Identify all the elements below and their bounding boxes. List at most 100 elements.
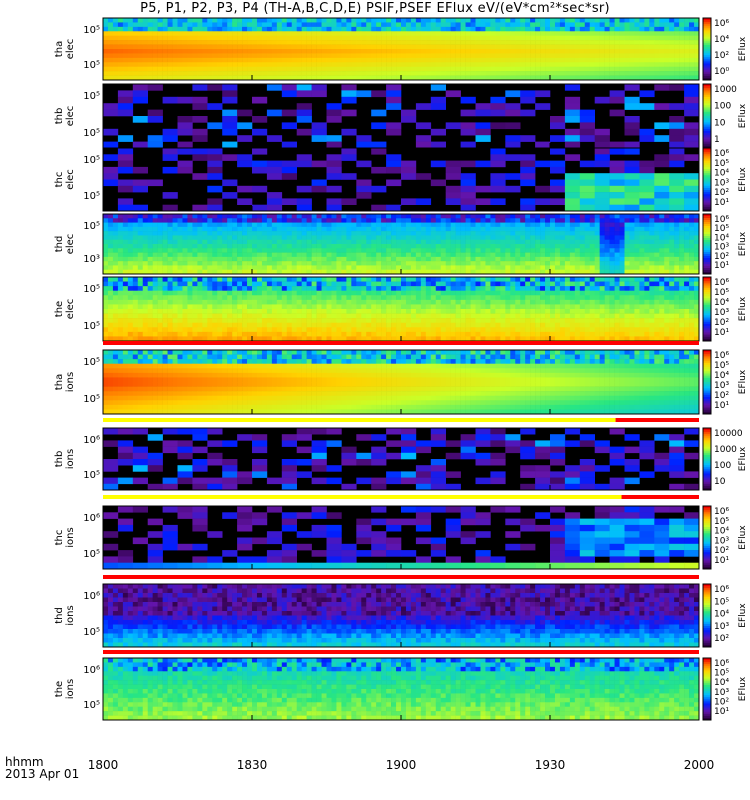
spectrogram-cell: [639, 299, 645, 305]
spectrogram-cell: [177, 40, 183, 45]
spectrogram-cell: [584, 252, 591, 258]
spectrogram-cell: [440, 231, 446, 236]
spectrogram-cell: [569, 235, 576, 241]
spectrogram-cell: [679, 218, 685, 223]
spectrogram-cell: [420, 295, 427, 301]
spectrogram-cell: [321, 214, 327, 219]
spectrogram-cell: [182, 281, 188, 287]
spectrogram-cell: [405, 22, 412, 28]
colorbar-segment: [703, 228, 711, 231]
y-axis-label: thb: [54, 108, 65, 125]
spectrogram-cell: [117, 90, 134, 98]
spectrogram-cell: [311, 135, 327, 142]
spectrogram-cell: [386, 295, 392, 301]
spectrogram-cell: [550, 222, 556, 228]
spectrogram-cell: [197, 49, 203, 54]
spectrogram-cell: [594, 198, 610, 205]
y-axis-label: elec: [65, 169, 76, 190]
spectrogram-cell: [311, 62, 317, 68]
spectrogram-cell: [455, 44, 461, 50]
spectrogram-cell: [306, 66, 312, 72]
spectrogram-cell: [624, 299, 630, 305]
colorbar-segment: [703, 224, 711, 227]
spectrogram-cell: [247, 214, 253, 219]
spectrogram-cell: [500, 256, 506, 262]
spectrogram-cell: [450, 309, 456, 314]
colorbar-segment: [703, 113, 711, 117]
spectrogram-cell: [132, 309, 139, 314]
spectrogram-cell: [490, 309, 496, 314]
spectrogram-cell: [152, 62, 158, 68]
spectrogram-cell: [624, 160, 640, 168]
spectrogram-cell: [485, 281, 491, 287]
spectrogram-cell: [574, 248, 581, 253]
spectrogram-cell: [559, 295, 566, 301]
spectrogram-cell: [624, 166, 640, 174]
spectrogram-cell: [664, 22, 670, 28]
spectrogram-cell: [271, 53, 278, 59]
spectrogram-cell: [684, 122, 700, 130]
spectrogram-cell: [589, 261, 595, 266]
spectrogram-cell: [619, 299, 625, 305]
spectrogram-cell: [132, 166, 148, 174]
spectrogram-cell: [306, 295, 312, 301]
spectrogram-cell: [361, 261, 367, 266]
spectrogram-cell: [644, 295, 650, 301]
spectrogram-cell: [505, 103, 521, 110]
spectrogram-cell: [117, 277, 124, 282]
spectrogram-cell: [326, 261, 332, 266]
spectrogram-cell: [157, 239, 163, 245]
spectrogram-cell: [505, 231, 511, 236]
spectrogram-cell: [321, 295, 327, 301]
spectrogram-cell: [316, 239, 322, 245]
spectrogram-cell: [485, 299, 491, 305]
colorbar-segment: [703, 77, 711, 81]
spectrogram-cell: [187, 299, 193, 305]
spectrogram-cell: [510, 62, 516, 68]
spectrogram-cell: [276, 269, 283, 275]
spectrogram-cell: [172, 231, 178, 236]
spectrogram-cell: [554, 286, 561, 292]
spectrogram-cell: [634, 256, 640, 262]
spectrogram-cell: [599, 214, 605, 219]
spectrogram-cell: [425, 256, 432, 262]
spectrogram-cell: [659, 304, 665, 310]
spectrogram-cell: [202, 313, 208, 319]
spectrogram-cell: [540, 304, 546, 310]
spectrogram-cell: [589, 66, 595, 72]
spectrogram-cell: [535, 295, 541, 301]
spectrogram-cell: [306, 53, 312, 59]
spectrogram-cell: [639, 304, 645, 310]
spectrogram-cell: [450, 44, 456, 50]
spectrogram-cell: [654, 135, 670, 142]
spectrogram-cell: [644, 22, 650, 28]
spectrogram-cell: [679, 256, 685, 262]
spectrogram-cell: [286, 290, 293, 296]
spectrogram-cell: [674, 218, 680, 223]
spectrogram-cell: [579, 185, 595, 193]
spectrogram-cell: [237, 109, 253, 117]
spectrogram-cell: [401, 35, 407, 41]
spectrogram-cell: [376, 31, 382, 37]
spectrogram-cell: [296, 218, 302, 223]
spectrogram-cell: [281, 239, 288, 245]
spectrogram-cell: [401, 31, 407, 37]
spectrogram-cell: [371, 277, 377, 282]
spectrogram-cell: [227, 49, 233, 54]
spectrogram-cell: [689, 49, 695, 54]
spectrogram-cell: [321, 244, 327, 249]
spectrogram-cell: [624, 179, 640, 187]
spectrogram-cell: [410, 22, 417, 28]
spectrogram-cell: [520, 214, 526, 219]
spectrogram-cell: [103, 166, 119, 174]
spectrogram-cell: [530, 252, 536, 258]
spectrogram-cell: [624, 252, 630, 258]
spectrogram-cell: [589, 252, 595, 258]
spectrogram-cell: [122, 53, 129, 59]
spectrogram-cell: [410, 256, 417, 262]
spectrogram-cell: [247, 57, 253, 63]
spectrogram-cell: [495, 22, 501, 28]
spectrogram-cell: [346, 18, 352, 23]
spectrogram-cell: [222, 122, 238, 130]
spectrogram-cell: [679, 31, 685, 37]
